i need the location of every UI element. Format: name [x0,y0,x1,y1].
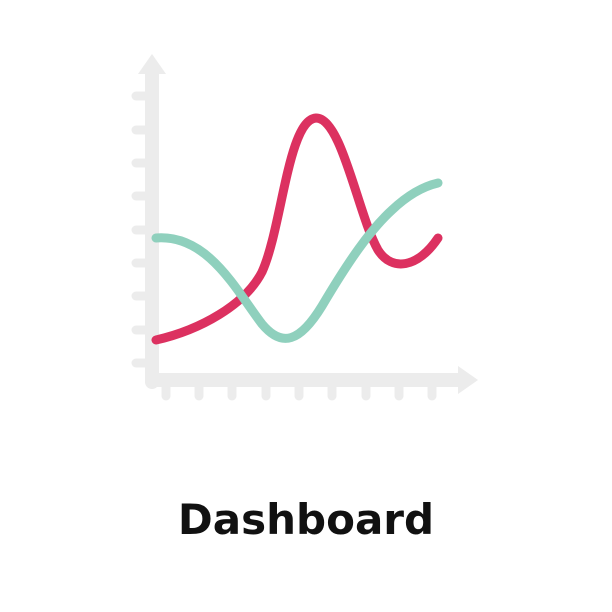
x-axis-arrow [458,366,478,394]
series-line-teal [151,178,443,343]
icon-caption: Dashboard [177,495,435,544]
y-axis-ticks [131,91,151,368]
series-line-pink [151,113,443,345]
line-chart-icon [131,54,478,401]
y-axis-arrow [138,54,166,74]
chart-axes [131,54,478,401]
x-axis-ticks [161,381,437,401]
